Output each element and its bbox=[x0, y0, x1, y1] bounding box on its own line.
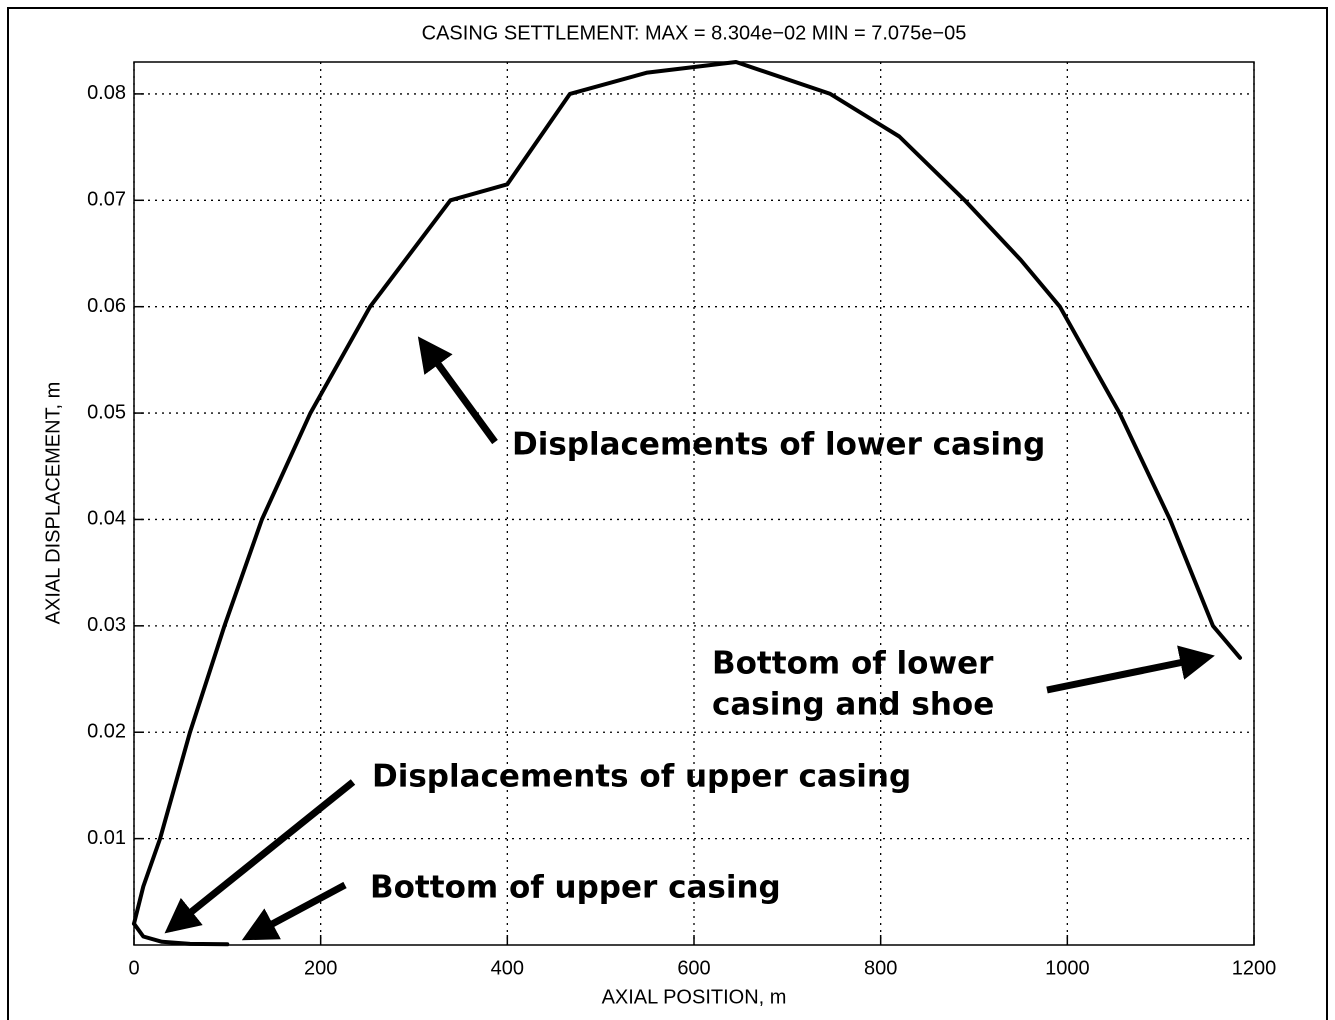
arrow bbox=[1046, 645, 1215, 694]
x-tick-label: 800 bbox=[864, 957, 897, 979]
x-axis-label: AXIAL POSITION, m bbox=[602, 986, 787, 1008]
y-axis-label: AXIAL DISPLACEMENT, m bbox=[42, 382, 64, 625]
x-tick-label: 400 bbox=[491, 957, 524, 979]
arrow bbox=[417, 336, 498, 445]
y-tick-label: 0.06 bbox=[87, 295, 126, 317]
y-tick-label: 0.05 bbox=[87, 401, 126, 423]
annotation: Displacements of upper casing bbox=[372, 759, 911, 795]
x-tick-label: 200 bbox=[304, 957, 337, 979]
axes-box bbox=[133, 61, 1255, 946]
x-tick-label: 600 bbox=[677, 957, 710, 979]
chart-title: CASING SETTLEMENT: MAX = 8.304e−02 MIN =… bbox=[422, 22, 967, 44]
line-series bbox=[132, 921, 230, 947]
annotation: Bottom of lower bbox=[712, 646, 994, 682]
frame bbox=[7, 7, 1328, 1020]
x-tick-label: 1200 bbox=[1232, 957, 1277, 979]
arrow bbox=[164, 779, 356, 934]
y-tick-label: 0.03 bbox=[87, 614, 126, 636]
line-series bbox=[132, 60, 1242, 926]
annotation: casing and shoe bbox=[712, 687, 994, 723]
y-tick-label: 0.07 bbox=[87, 189, 126, 211]
y-tick-label: 0.08 bbox=[87, 82, 126, 104]
x-tick-label: 0 bbox=[128, 957, 139, 979]
annotation: Displacements of lower casing bbox=[512, 427, 1045, 463]
y-tick-label: 0.01 bbox=[87, 827, 126, 849]
annotation: Bottom of upper casing bbox=[370, 870, 781, 906]
y-tick-label: 0.04 bbox=[87, 508, 126, 530]
arrow bbox=[241, 881, 347, 941]
plot-area: 0 200 400 600 800 1000 1200 0.01 0.02 0.03 0.04 0.0… bbox=[87, 60, 1277, 979]
y-tick-label: 0.02 bbox=[87, 721, 126, 743]
x-tick-label: 1000 bbox=[1045, 957, 1090, 979]
